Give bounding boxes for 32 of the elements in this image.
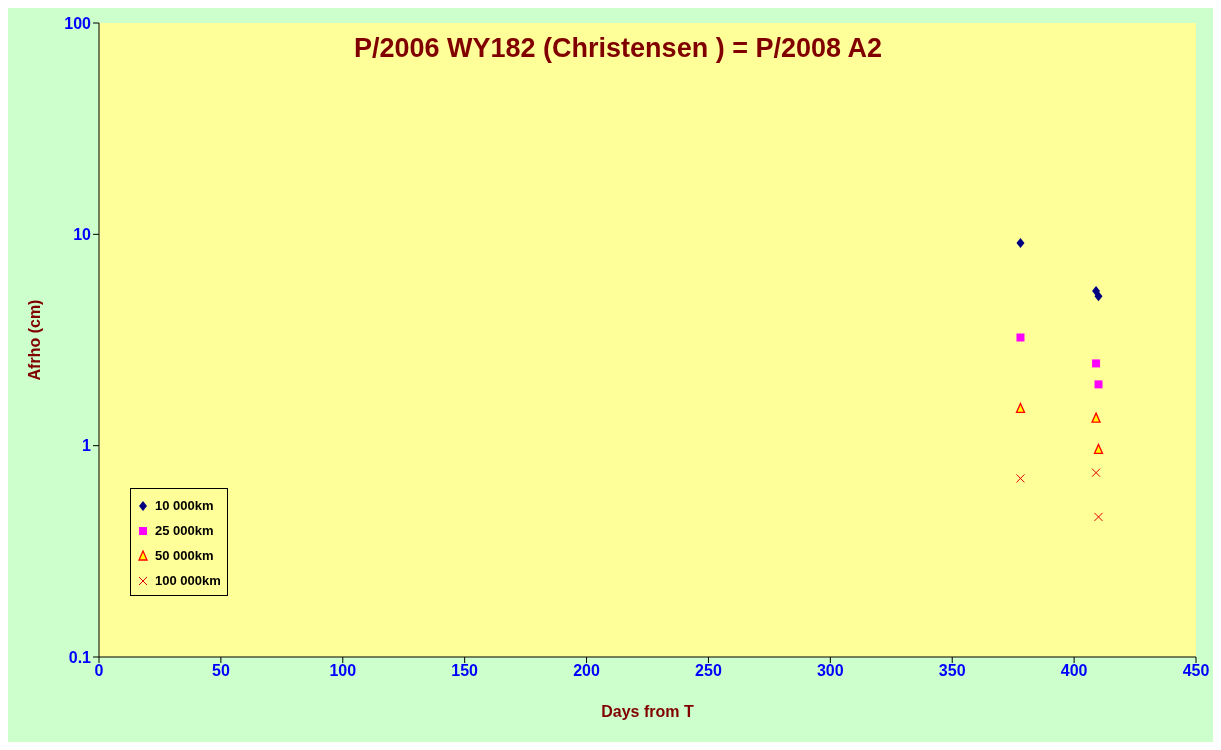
y-tick-label: 100 xyxy=(64,14,92,32)
point xyxy=(1016,237,1025,248)
point xyxy=(1093,443,1104,455)
y-tick-label: 10 xyxy=(73,226,92,244)
chart-title: P/2006 WY182 (Christensen ) = P/2008 A2 xyxy=(353,33,883,64)
x-tick-label: 450 xyxy=(1182,662,1210,680)
point xyxy=(1094,380,1103,389)
x-tick-label: 350 xyxy=(938,662,966,680)
point xyxy=(1015,473,1025,483)
point xyxy=(1091,412,1101,423)
point xyxy=(1015,402,1026,414)
y-axis-title: Afrho (cm) xyxy=(25,299,43,381)
point xyxy=(1093,512,1103,522)
x-tick-label: 100 xyxy=(329,662,357,680)
x-tick-label: 150 xyxy=(451,662,479,680)
point xyxy=(1091,468,1101,478)
point xyxy=(1092,359,1101,368)
legend-label: 25 000km xyxy=(155,523,214,538)
x-tick-label: 300 xyxy=(816,662,844,680)
legend-label: 10 000km xyxy=(155,498,214,513)
y-tick-label: 0.1 xyxy=(68,648,92,666)
y-tick-label: 1 xyxy=(82,437,92,455)
legend-label: 100 000km xyxy=(155,573,221,588)
x-tick-label: 0 xyxy=(94,662,104,680)
x-tick-label: 50 xyxy=(211,662,230,680)
x-tick-label: 250 xyxy=(695,662,722,680)
x-tick-label: 400 xyxy=(1060,662,1088,680)
x-tick-label: 200 xyxy=(573,662,600,680)
x-axis-title: Days from T xyxy=(601,703,694,720)
point xyxy=(1016,333,1025,342)
point xyxy=(1094,291,1103,302)
legend-label: 50 000km xyxy=(155,548,214,563)
